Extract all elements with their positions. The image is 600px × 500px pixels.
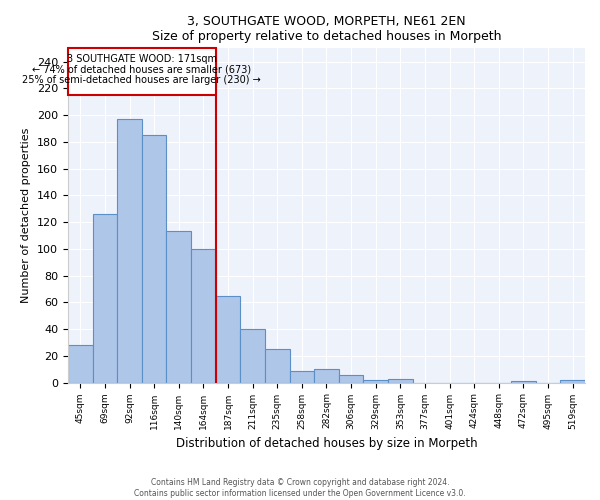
Bar: [364, 380, 388, 382]
Bar: [191, 249, 215, 382]
Bar: [560, 380, 585, 382]
Text: 3 SOUTHGATE WOOD: 171sqm: 3 SOUTHGATE WOOD: 171sqm: [67, 54, 217, 64]
Bar: [68, 345, 92, 383]
Bar: [240, 329, 265, 382]
Title: 3, SOUTHGATE WOOD, MORPETH, NE61 2EN
Size of property relative to detached house: 3, SOUTHGATE WOOD, MORPETH, NE61 2EN Siz…: [152, 15, 501, 43]
FancyBboxPatch shape: [68, 48, 215, 95]
Bar: [92, 214, 117, 382]
Bar: [117, 119, 142, 382]
Text: Contains HM Land Registry data © Crown copyright and database right 2024.
Contai: Contains HM Land Registry data © Crown c…: [134, 478, 466, 498]
X-axis label: Distribution of detached houses by size in Morpeth: Distribution of detached houses by size …: [176, 437, 477, 450]
Bar: [314, 369, 339, 382]
Bar: [290, 370, 314, 382]
Bar: [215, 296, 240, 382]
Bar: [511, 381, 536, 382]
Bar: [388, 378, 413, 382]
Text: 25% of semi-detached houses are larger (230) →: 25% of semi-detached houses are larger (…: [22, 75, 261, 85]
Bar: [265, 349, 290, 382]
Y-axis label: Number of detached properties: Number of detached properties: [22, 128, 31, 303]
Bar: [339, 374, 364, 382]
Bar: [166, 232, 191, 382]
Text: ← 74% of detached houses are smaller (673): ← 74% of detached houses are smaller (67…: [32, 64, 251, 74]
Bar: [142, 135, 166, 382]
